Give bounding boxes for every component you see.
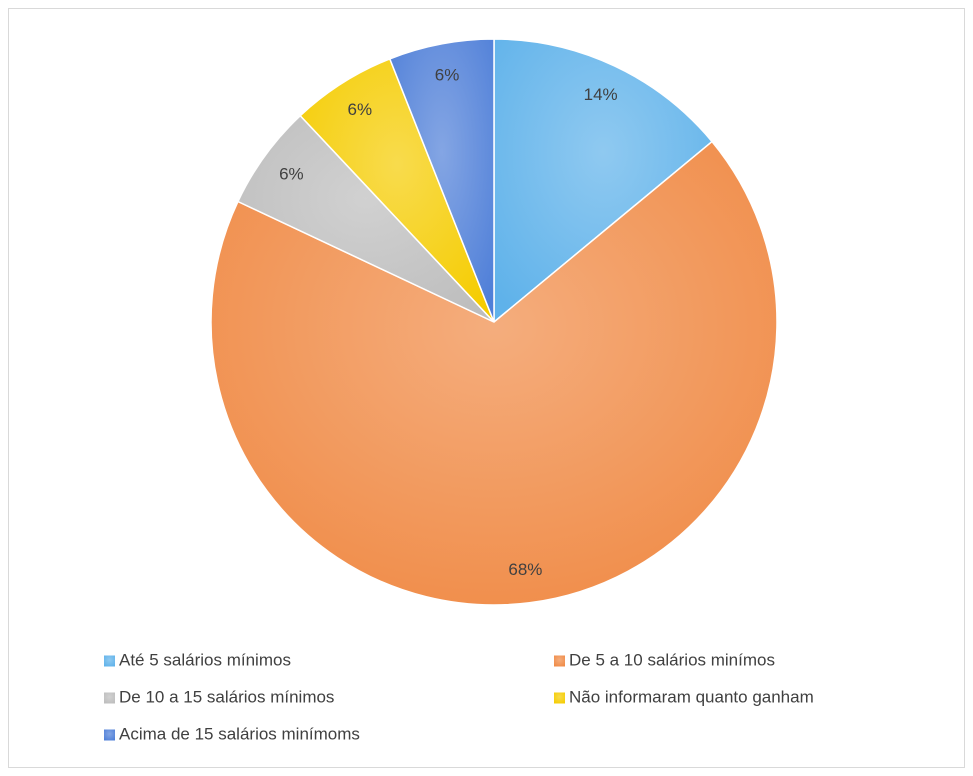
legend-swatch	[554, 655, 565, 667]
legend-label: Até 5 salários mínimos	[119, 650, 291, 669]
legend-swatch	[104, 729, 115, 741]
legend-swatch	[554, 692, 565, 704]
legend-label: Acima de 15 salários minímoms	[119, 724, 360, 743]
pie-slice	[210, 140, 778, 606]
legend-swatch	[104, 655, 115, 667]
data-label: 6%	[279, 164, 304, 183]
legend-label: De 5 a 10 salários minímos	[569, 650, 775, 669]
data-label: 6%	[435, 65, 460, 84]
pie-slice	[493, 38, 714, 324]
data-label: 6%	[348, 100, 373, 119]
legend-label: Não informaram quanto ganham	[569, 687, 814, 706]
legend-swatch	[104, 692, 115, 704]
legend-label: De 10 a 15 salários mínimos	[119, 687, 334, 706]
pie-slice	[388, 38, 495, 323]
data-label: 68%	[508, 560, 542, 579]
data-label: 14%	[584, 85, 618, 104]
